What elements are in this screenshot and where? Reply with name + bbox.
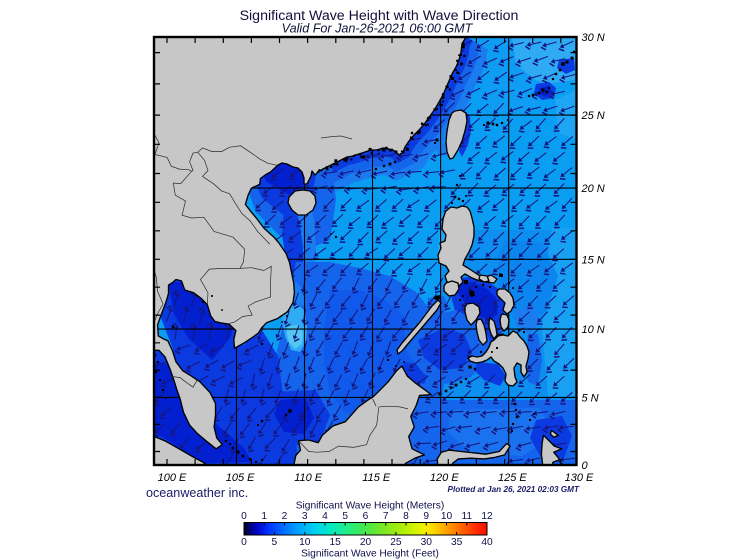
svg-text:40: 40 (481, 537, 493, 548)
svg-text:10: 10 (299, 537, 311, 548)
svg-text:4: 4 (322, 511, 328, 522)
svg-text:Significant Wave Height (Meter: Significant Wave Height (Meters) (296, 501, 445, 512)
svg-text:6: 6 (363, 511, 369, 522)
svg-text:5: 5 (272, 537, 278, 548)
svg-text:Plotted at Jan 26, 2021 02:03: Plotted at Jan 26, 2021 02:03 GMT (447, 485, 580, 494)
svg-text:3: 3 (302, 511, 308, 522)
svg-text:7: 7 (383, 511, 389, 522)
svg-text:1: 1 (261, 511, 267, 522)
svg-text:10: 10 (441, 511, 453, 522)
svg-text:Significant Wave Height with W: Significant Wave Height with Wave Direct… (240, 8, 519, 24)
svg-text:120 E: 120 E (430, 472, 459, 484)
svg-text:11: 11 (461, 511, 472, 522)
svg-text:130 E: 130 E (565, 472, 594, 484)
svg-text:0: 0 (241, 511, 247, 522)
svg-text:0: 0 (582, 460, 589, 472)
svg-text:oceanweather inc.: oceanweather inc. (146, 486, 248, 500)
svg-text:115 E: 115 E (362, 472, 391, 484)
svg-text:9: 9 (423, 511, 429, 522)
svg-text:0: 0 (241, 537, 247, 548)
svg-text:100 E: 100 E (158, 472, 187, 484)
svg-text:8: 8 (403, 511, 409, 522)
svg-text:5 N: 5 N (582, 392, 599, 404)
svg-text:Valid For Jan-26-2021 06:00 GM: Valid For Jan-26-2021 06:00 GMT (282, 22, 474, 36)
svg-text:35: 35 (451, 537, 463, 548)
svg-text:30: 30 (421, 537, 433, 548)
svg-text:25 N: 25 N (581, 110, 605, 122)
svg-text:5: 5 (342, 511, 348, 522)
svg-text:30 N: 30 N (582, 32, 605, 44)
svg-text:15 N: 15 N (582, 254, 605, 266)
svg-text:25: 25 (390, 537, 402, 548)
svg-text:110 E: 110 E (294, 472, 323, 484)
svg-text:105 E: 105 E (226, 472, 255, 484)
svg-text:2: 2 (282, 511, 288, 522)
svg-text:15: 15 (329, 537, 341, 548)
svg-text:Significant Wave Height (Feet): Significant Wave Height (Feet) (301, 549, 439, 560)
svg-text:20 N: 20 N (581, 183, 605, 195)
svg-text:125 E: 125 E (498, 472, 527, 484)
svg-text:20: 20 (360, 537, 372, 548)
svg-text:12: 12 (481, 511, 493, 522)
svg-text:10 N: 10 N (582, 324, 605, 336)
